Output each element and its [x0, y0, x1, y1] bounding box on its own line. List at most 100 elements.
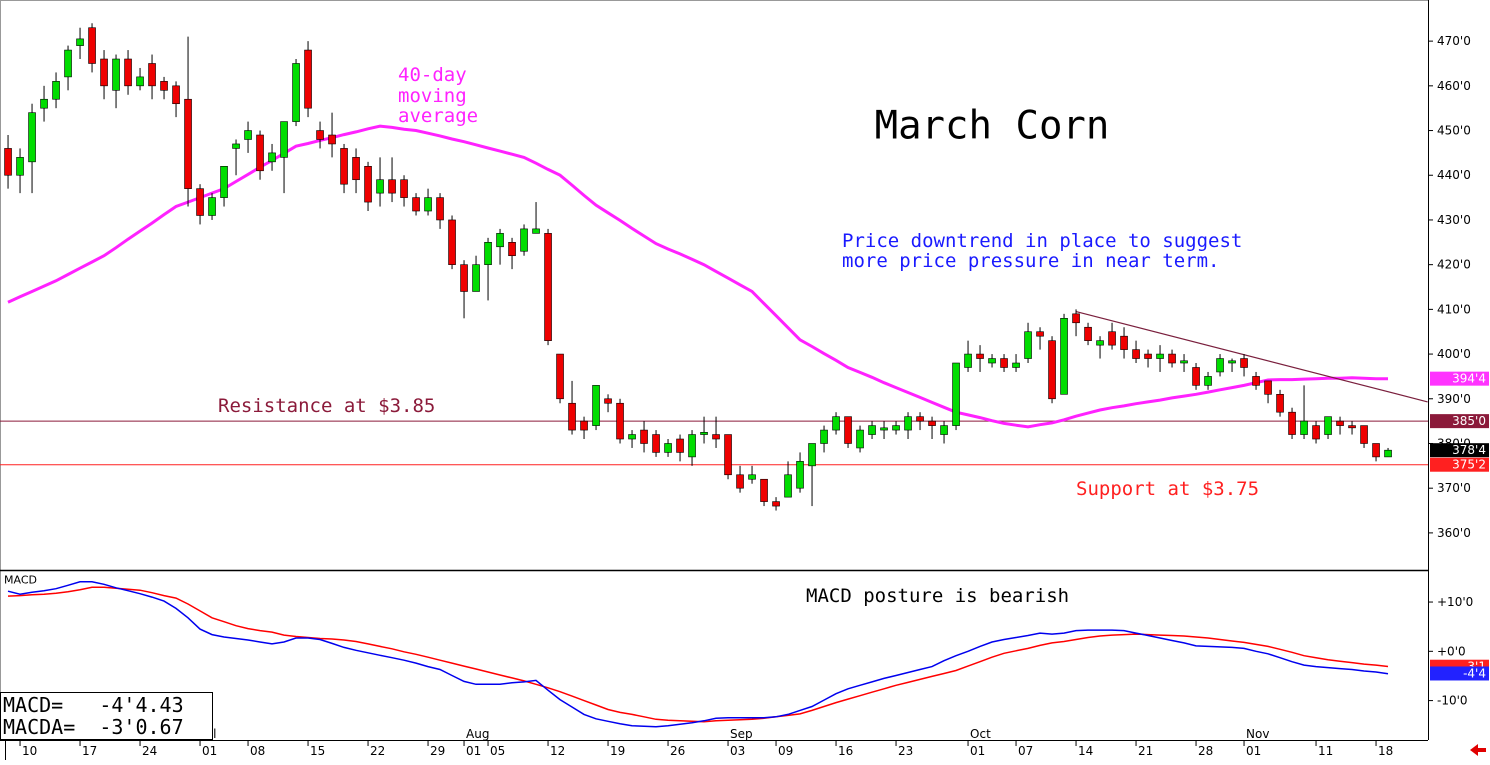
candle-body	[160, 81, 168, 91]
candle-body	[700, 432, 708, 435]
x-tick-label: 28	[1198, 744, 1213, 758]
candle-body	[364, 166, 372, 203]
candle-body	[1132, 349, 1140, 359]
candle-body	[136, 76, 144, 87]
x-tick-label: 14	[1078, 744, 1093, 758]
y-tick-label: +10'0	[1437, 595, 1473, 609]
x-tick-label: 01	[466, 744, 481, 758]
candle-body	[124, 58, 132, 87]
candle-body	[52, 81, 60, 100]
x-tick-label: 24	[142, 744, 157, 758]
candles	[4, 23, 1392, 511]
candle-body	[64, 49, 72, 78]
levels	[0, 420, 1428, 466]
y-tick-label: 390'0	[1437, 392, 1471, 406]
candle-body	[1048, 340, 1056, 400]
x-tick-label: 12	[550, 744, 565, 758]
candle-body	[1012, 362, 1020, 368]
x-tick-label: 22	[370, 744, 385, 758]
candle-body	[448, 219, 456, 265]
y-tick-label: 360'0	[1437, 526, 1471, 540]
x-tick-label: 05	[490, 744, 505, 758]
candle-body	[1096, 340, 1104, 346]
candle-body	[280, 121, 288, 158]
candle-body	[1348, 425, 1356, 429]
price-tag	[1430, 443, 1489, 458]
x-tick-label: 23	[898, 744, 913, 758]
candle-body	[1276, 394, 1284, 413]
moving-average-line	[7, 124, 1388, 429]
trendline	[1075, 311, 1428, 403]
y-tick-label: 370'0	[1437, 481, 1471, 495]
price-tag-label: 394'4	[1452, 372, 1486, 386]
candle-body	[1372, 443, 1380, 458]
candle-body	[844, 416, 852, 444]
x-tick-label: 10	[22, 744, 37, 758]
candle-body	[532, 228, 540, 234]
moving-average-label: moving	[398, 85, 467, 107]
candle-body	[592, 385, 600, 426]
month-label: Oct	[970, 727, 991, 741]
candle-body	[832, 416, 840, 431]
price-tag	[1430, 457, 1489, 472]
month-label: Aug	[466, 727, 489, 741]
candle-body	[1360, 425, 1368, 444]
chart-title: March Corn	[875, 104, 1110, 149]
x-tick-label: 01	[1246, 744, 1261, 758]
candle-body	[880, 427, 888, 431]
candle-body	[340, 148, 348, 185]
candle-body	[256, 134, 264, 172]
candle-body	[148, 63, 156, 87]
candle-body	[1108, 331, 1116, 346]
x-tick-label: 09	[778, 744, 793, 758]
candle-body	[1264, 380, 1272, 395]
candle-body	[868, 425, 876, 435]
y-tick-label: 420'0	[1437, 258, 1471, 272]
candle-body	[652, 434, 660, 453]
candle-body	[580, 420, 588, 431]
candle-body	[220, 166, 228, 198]
moving-average-label: 40-day	[398, 64, 467, 86]
candle-body	[1336, 420, 1344, 426]
scroll-arrow[interactable]	[1470, 744, 1486, 756]
candle-body	[520, 228, 528, 252]
candle-body	[1324, 416, 1332, 435]
candle-body	[316, 130, 324, 140]
candle-body	[688, 434, 696, 458]
candle-body	[1288, 411, 1296, 435]
annotation: more price pressure in near term.	[842, 250, 1220, 272]
annotation: Price downtrend in place to suggest	[842, 230, 1242, 252]
candle-body	[556, 353, 564, 400]
candle-body	[460, 264, 468, 292]
candle-body	[436, 197, 444, 221]
candle-body	[1084, 326, 1092, 341]
candle-body	[964, 353, 972, 368]
candle-body	[784, 474, 792, 498]
candle-body	[472, 264, 480, 292]
candle-body	[172, 85, 180, 105]
price-tag	[1430, 414, 1489, 429]
x-tick-label: 11	[1318, 744, 1333, 758]
candle-body	[244, 130, 252, 140]
price-tag	[1430, 666, 1489, 681]
x-tick-label: 19	[610, 744, 625, 758]
x-tick-label: 26	[670, 744, 685, 758]
candle-body	[232, 143, 240, 149]
candle-body	[1252, 376, 1260, 386]
x-tick-label: 01	[970, 744, 985, 758]
candle-body	[676, 438, 684, 453]
annotation: Resistance at $3.85	[218, 395, 435, 417]
candle-body	[952, 362, 960, 426]
candle-body	[820, 429, 828, 444]
price-tag-label: 385'0	[1452, 414, 1486, 428]
candle-body	[16, 157, 24, 176]
y-tick-label: 470'0	[1437, 34, 1471, 48]
y-tick-label: 430'0	[1437, 213, 1471, 227]
y-tick-label: -10'0	[1437, 694, 1468, 708]
x-tick-label: 29	[430, 744, 445, 758]
y-tick-label: 410'0	[1437, 302, 1471, 316]
candle-body	[772, 501, 780, 507]
candle-body	[1300, 420, 1308, 435]
candle-body	[1072, 313, 1080, 324]
